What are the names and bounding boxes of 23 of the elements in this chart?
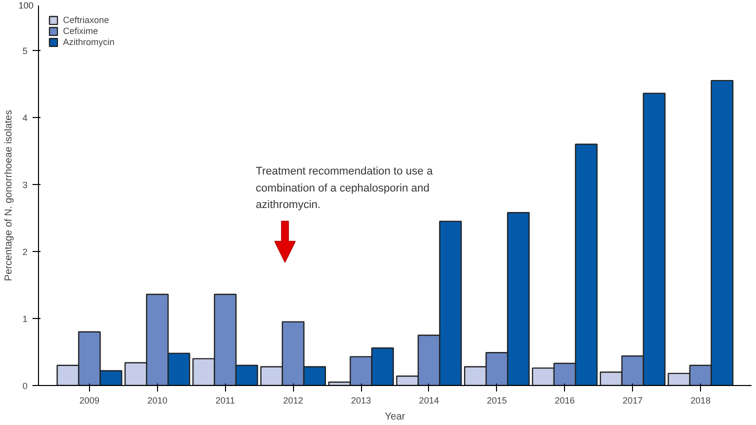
y-tick-label: 4 — [22, 112, 28, 123]
annotation: Treatment recommendation to use a combination of a cephalosporin and azithromycin. — [256, 166, 434, 212]
x-tick-label: 2015 — [486, 396, 507, 406]
y-tick-label: 2 — [22, 246, 28, 257]
y-axis-title: Percentage of N. gonorrhoeae isolates — [3, 110, 14, 282]
x-tick-label: 2016 — [554, 396, 575, 406]
legend-label: Azithromycin — [63, 37, 115, 47]
y-tick-label: 3 — [22, 180, 28, 190]
x-tick-label: 2009 — [79, 396, 100, 406]
x-tick-label: 2014 — [418, 396, 439, 406]
legend-label: Ceftriaxone — [63, 15, 110, 25]
x-tick-label: 2012 — [283, 396, 304, 406]
x-axis-title: Year — [384, 412, 406, 422]
x-tick-label: 2010 — [147, 396, 168, 406]
y-tick-label: 5 — [22, 46, 28, 56]
y-tick-label: 1 — [22, 314, 28, 324]
x-tick-label: 2013 — [351, 396, 372, 406]
x-tick-label: 2017 — [622, 396, 643, 406]
text: 100 — [18, 0, 34, 10]
y-tick-label: 0 — [22, 381, 28, 391]
legend-label: Cefixime — [63, 26, 98, 36]
x-tick-label: 2011 — [216, 396, 235, 406]
x-tick-label: 2018 — [690, 396, 711, 406]
